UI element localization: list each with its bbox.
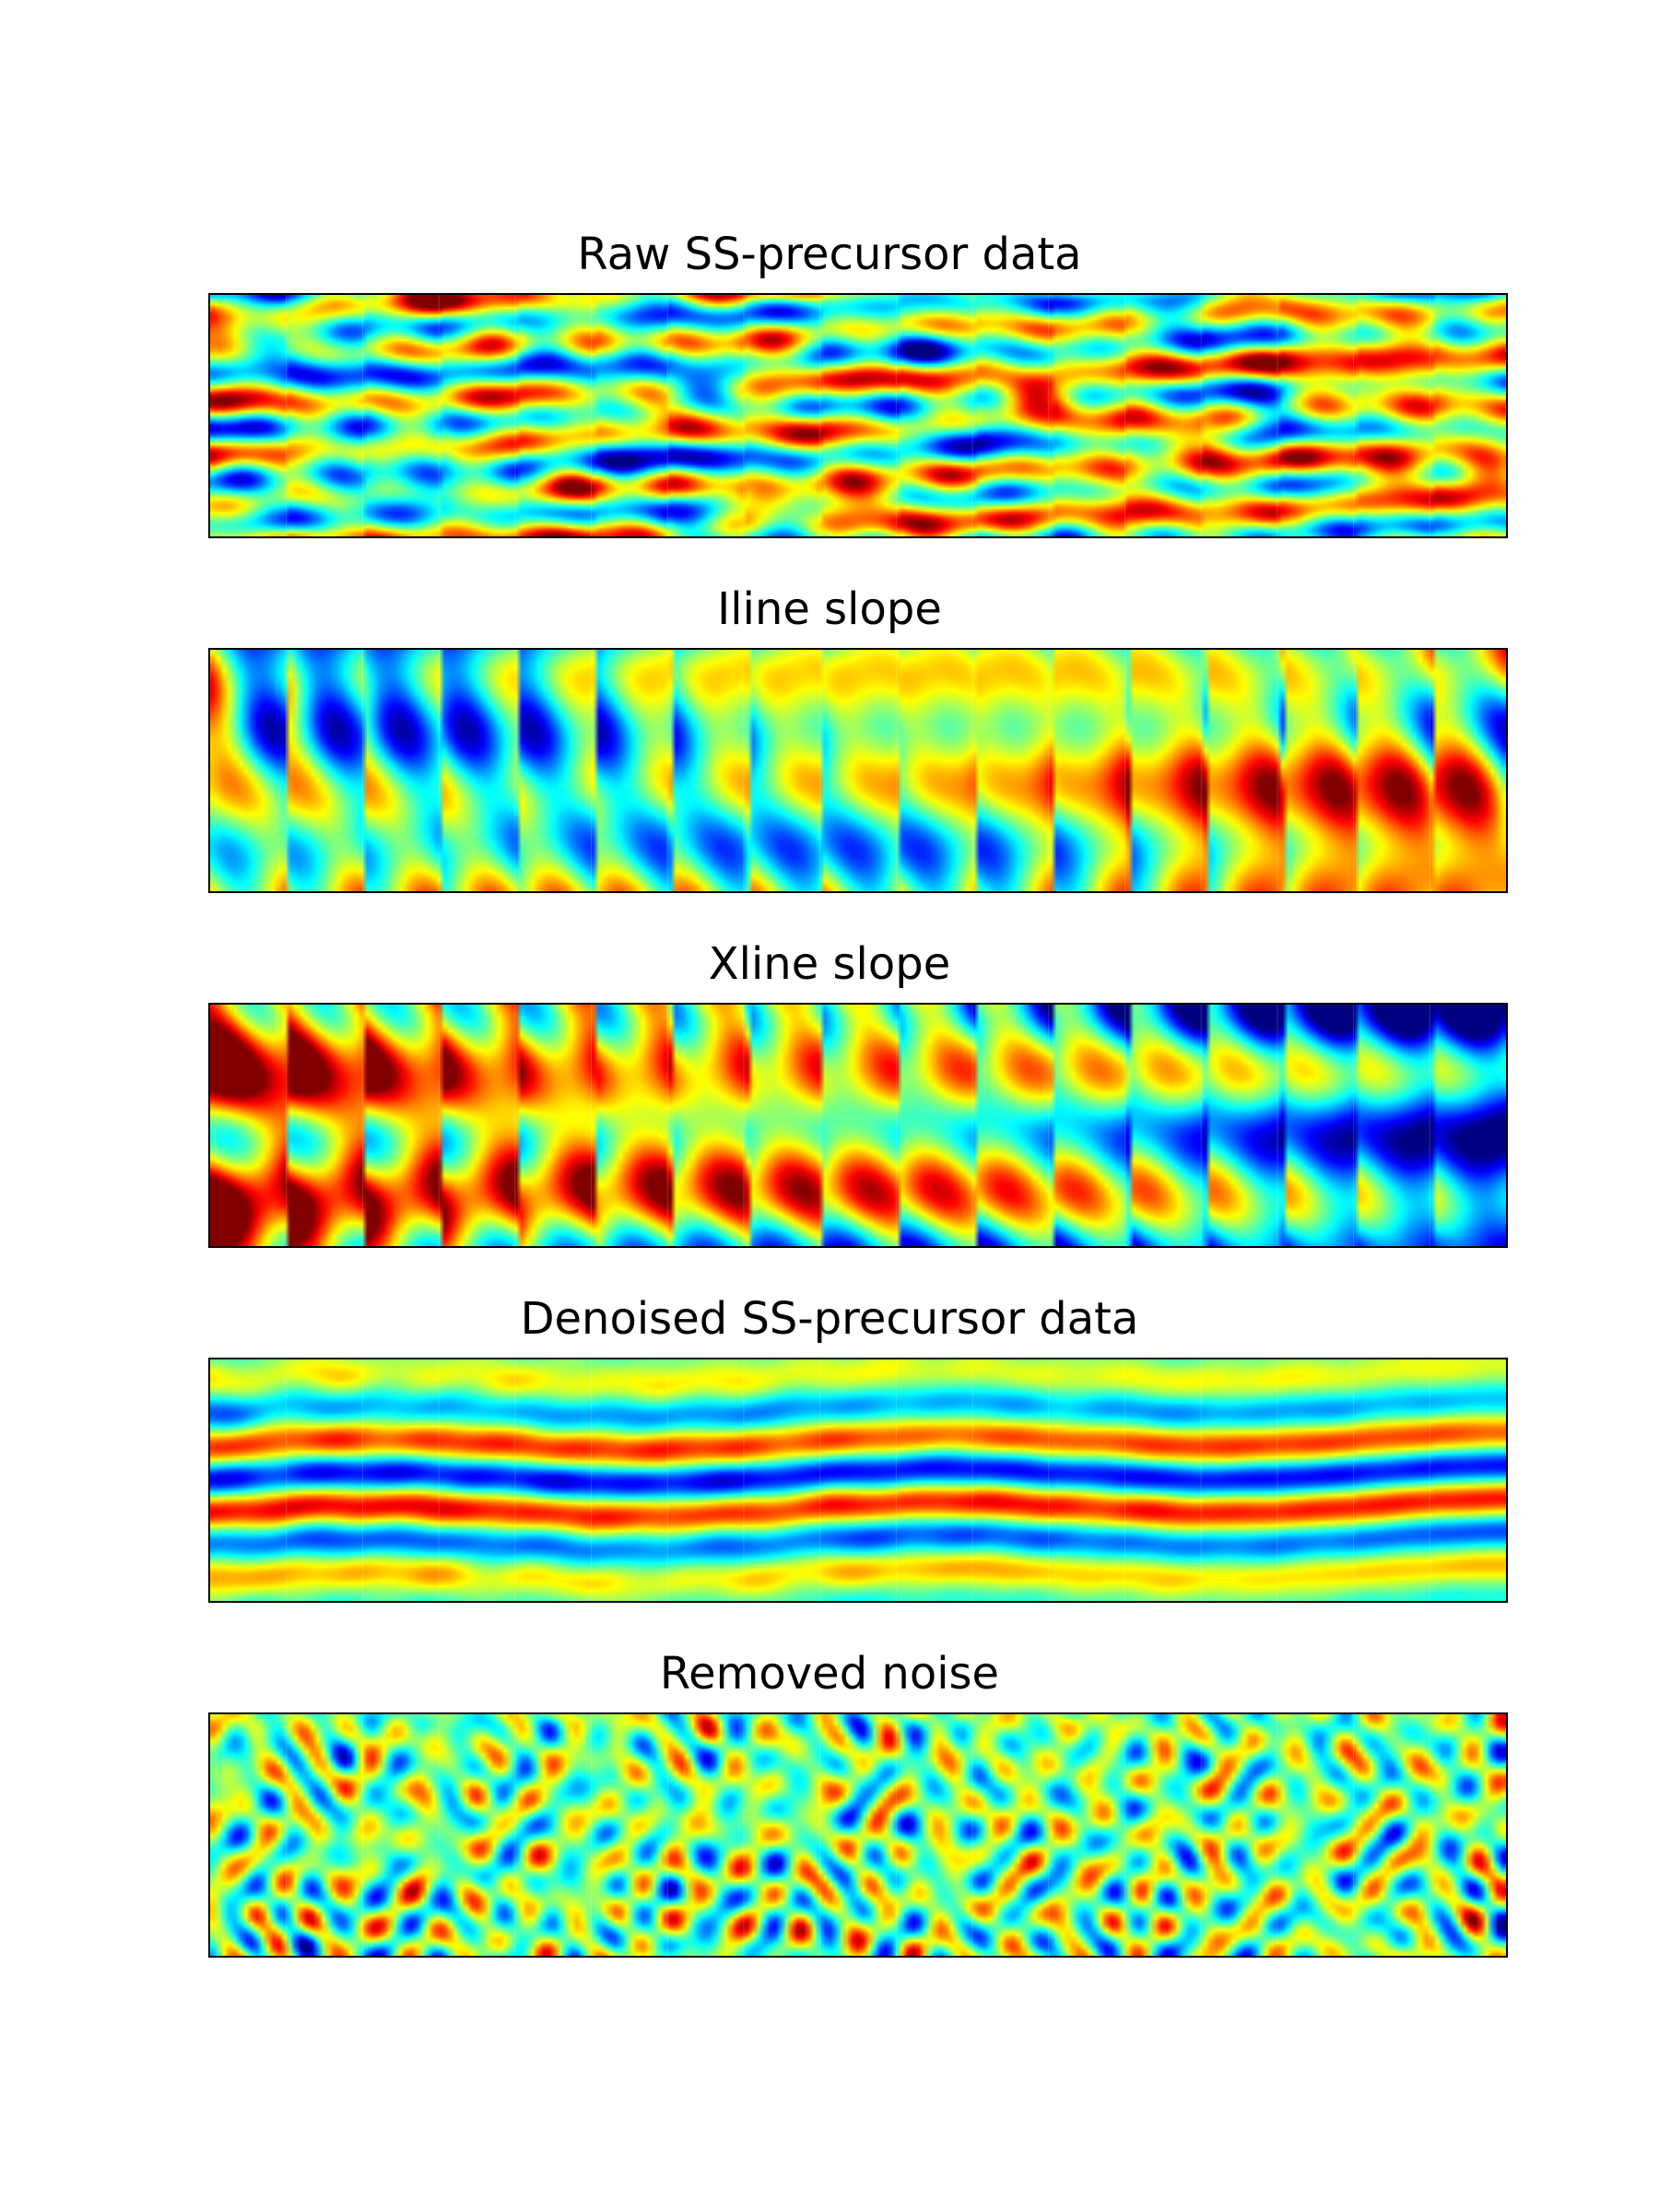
heatmap-iline-slope: [208, 648, 1508, 893]
heatmap-xline-slope: [208, 1003, 1508, 1248]
plot-frame: [208, 1358, 1508, 1603]
heatmap-image: [210, 1359, 1506, 1601]
plot-frame: [208, 1712, 1508, 1958]
heatmap-image: [210, 1005, 1506, 1246]
heatmap-image: [210, 1714, 1506, 1956]
heatmap-raw: [208, 293, 1508, 538]
panel-title-raw: Raw SS-precursor data: [577, 229, 1082, 280]
panel-title-iline: Iline slope: [717, 583, 942, 635]
heatmap-image: [210, 295, 1506, 536]
heatmap-removed-noise: [208, 1712, 1508, 1958]
panel-title-noise: Removed noise: [659, 1648, 1000, 1700]
plot-frame: [208, 648, 1508, 893]
heatmap-image: [210, 650, 1506, 891]
plot-frame: [208, 293, 1508, 538]
panel-title-denoised: Denoised SS-precursor data: [520, 1293, 1139, 1345]
heatmap-denoised: [208, 1358, 1508, 1603]
plot-frame: [208, 1003, 1508, 1248]
panel-title-xline: Xline slope: [708, 938, 951, 990]
